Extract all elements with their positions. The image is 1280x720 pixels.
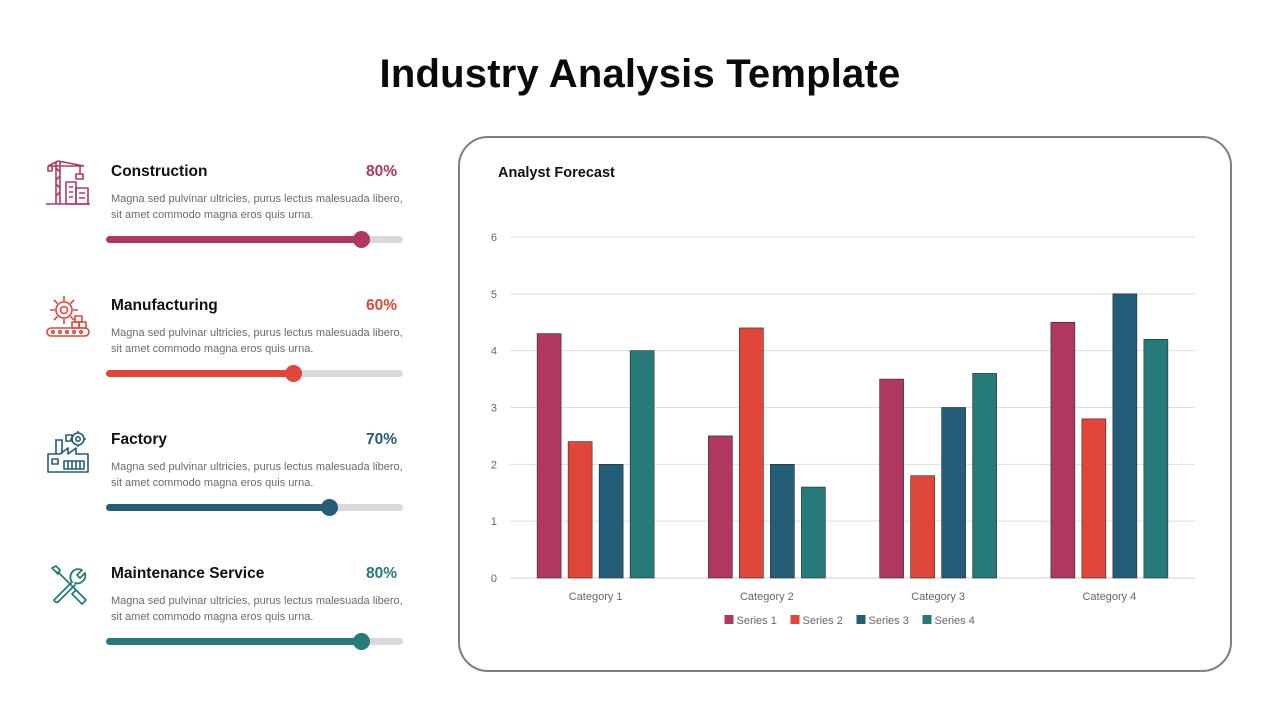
bar-series-1 — [708, 435, 733, 579]
progress-track — [106, 231, 403, 248]
bar-chart: 0 1 2 3 4 5 6 Category 1 Category 2 Category 3 Cat… — [491, 232, 1195, 627]
manufacturing-gear-icon — [44, 292, 92, 340]
industry-item-maintenance-service: Maintenance Service 80% Magna sed pulvin… — [40, 560, 410, 680]
bar-series-3 — [770, 464, 795, 579]
bar-series-3 — [1112, 293, 1138, 579]
y-tick-label: 0 — [491, 573, 497, 585]
legend-swatch — [856, 615, 866, 624]
item-title: Construction — [111, 163, 208, 180]
y-tick-label: 1 — [491, 516, 497, 528]
bar-series-1 — [536, 333, 562, 579]
industry-list: Construction 80% Magna sed pulvinar ultr… — [0, 0, 440, 720]
y-tick-label: 5 — [491, 289, 497, 301]
bar-series-4 — [629, 350, 655, 579]
chart-title: Analyst Forecast — [498, 165, 615, 181]
x-tick-label: Category 1 — [569, 591, 623, 603]
legend-swatch — [724, 615, 734, 624]
legend-swatch — [790, 615, 800, 624]
bar-series-3 — [941, 407, 966, 579]
progress-handle[interactable] — [353, 231, 371, 248]
y-tick-label: 4 — [491, 346, 497, 358]
progress-handle[interactable] — [285, 365, 303, 382]
x-tick-label: Category 2 — [740, 591, 794, 603]
item-description: Magna sed pulvinar ultricies, purus lect… — [111, 595, 403, 623]
item-description: Magna sed pulvinar ultricies, purus lect… — [111, 461, 403, 489]
industry-item-construction: Construction 80% Magna sed pulvinar ultr… — [40, 158, 410, 278]
progress-handle[interactable] — [353, 633, 371, 650]
progress-fill — [106, 504, 329, 511]
industry-item-manufacturing: Manufacturing 60% Magna sed pulvinar ult… — [40, 292, 410, 412]
item-title: Factory — [111, 431, 167, 448]
bar-series-2 — [910, 475, 935, 579]
item-percent: 70% — [365, 431, 397, 448]
y-tick-label: 3 — [491, 403, 497, 415]
item-description: Magna sed pulvinar ultricies, purus lect… — [111, 327, 403, 355]
item-percent: 60% — [365, 297, 397, 314]
bar-series-4 — [972, 373, 997, 579]
x-tick-label: Category 3 — [911, 591, 965, 603]
progress-fill — [106, 370, 294, 377]
item-percent: 80% — [365, 163, 397, 180]
progress-fill — [106, 236, 362, 243]
legend-label: Series 2 — [803, 615, 843, 627]
bar-series-2 — [1081, 418, 1107, 579]
bar-series-4 — [1143, 339, 1169, 579]
legend-label: Series 3 — [869, 615, 909, 627]
item-percent: 80% — [365, 565, 397, 582]
industry-item-factory: Factory 70% Magna sed pulvinar ultricies… — [40, 426, 410, 546]
construction-crane-icon — [44, 158, 92, 206]
bar-series-2 — [739, 327, 764, 579]
bar-series-3 — [598, 464, 624, 579]
bar-series-2 — [567, 441, 593, 579]
y-tick-label: 6 — [491, 232, 497, 244]
item-title: Maintenance Service — [111, 565, 265, 582]
chart-panel — [458, 136, 1232, 672]
y-tick-label: 2 — [491, 459, 497, 471]
x-tick-label: Category 4 — [1082, 591, 1136, 603]
progress-track — [106, 499, 403, 516]
item-title: Manufacturing — [111, 297, 218, 314]
progress-track — [106, 365, 403, 382]
legend-label: Series 1 — [737, 615, 777, 627]
item-description: Magna sed pulvinar ultricies, purus lect… — [111, 193, 403, 221]
progress-fill — [106, 638, 362, 645]
progress-track — [106, 633, 403, 650]
bar-series-1 — [879, 378, 904, 579]
legend-swatch — [922, 615, 932, 624]
page-title: Industry Analysis Template — [379, 52, 901, 96]
progress-handle[interactable] — [320, 499, 338, 516]
wrench-screwdriver-icon — [44, 560, 92, 608]
factory-icon — [44, 426, 92, 474]
bar-series-4 — [801, 486, 826, 579]
legend-label: Series 4 — [935, 615, 975, 627]
bar-series-1 — [1050, 321, 1076, 579]
